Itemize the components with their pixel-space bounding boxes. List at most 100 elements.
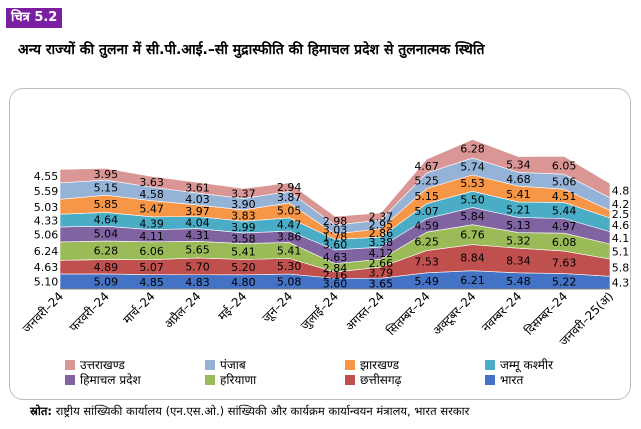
data-label: 5.10 [34,275,59,288]
data-label: 2.98 [323,215,348,228]
data-label: 4.59 [414,219,439,232]
data-label: 2.94 [277,181,302,194]
data-label: 5.06 [552,176,577,189]
legend-swatch [485,375,495,385]
data-label: 4.31 [185,229,210,242]
data-label: 5.21 [506,204,531,217]
legend-item: पंजाब [205,358,247,372]
stacked-area-chart: 5.10 5.09 4.85 4.83 4.80 5.08 3.60 3.65 5.49 6.21… [20,139,630,387]
data-label: 7.63 [552,256,577,269]
data-label: 4.12 [369,247,394,260]
x-tick-label: जनवरी–24 [20,289,66,335]
data-label: 6.24 [34,245,59,258]
legend-label: पंजाब [220,358,247,372]
data-label: 4.11 [139,230,164,243]
data-label: 5.85 [94,198,119,211]
data-label: 4.39 [139,217,164,230]
data-label: 5.84 [460,210,485,223]
data-label: 2.56 [612,208,630,221]
data-label: 5.59 [34,185,59,198]
legend-label: उत्तराखण्ड [80,358,125,372]
data-label: 3.38 [369,236,394,249]
data-label: 5.47 [139,203,164,216]
legend: उत्तराखण्ड पंजाब झारखण्ड जम्मू कश्मीर हिमाचल… [65,358,554,387]
legend-item: हिमाचल प्रदेश [65,373,142,387]
data-label: 5.15 [94,182,119,195]
x-tick-label: फरवरी–24 [67,289,112,334]
legend-item: जम्मू कश्मीर [485,358,554,373]
data-label: 4.47 [277,218,302,231]
data-label: 4.51 [552,190,577,203]
data-label: 4.80 [231,276,256,289]
source-text: राष्ट्रीय सांख्यिकी कार्यालय (एन.एस.ओ.) … [55,404,470,418]
legend-swatch [345,375,355,385]
data-label: 5.03 [34,201,59,214]
data-label: 4.62 [612,219,630,232]
data-label: 5.05 [277,204,302,217]
data-label: 4.97 [552,220,577,233]
figure-label: चित्र 5.2 [6,8,63,28]
data-label: 5.08 [277,276,302,289]
data-label: 4.28 [612,198,630,211]
legend-swatch [65,375,75,385]
legend-swatch [65,360,75,370]
data-label: 3.79 [369,267,394,280]
data-label: 4.85 [612,185,630,198]
data-label: 5.06 [34,228,59,241]
data-label: 5.15 [414,190,439,203]
data-label: 3.60 [323,278,348,291]
legend-label: हिमाचल प्रदेश [80,373,142,387]
data-label: 4.58 [139,188,164,201]
data-label: 5.07 [414,205,439,218]
data-label: 3.60 [323,239,348,252]
legend-item: उत्तराखण्ड [65,358,125,372]
data-label: 5.07 [139,261,164,274]
legend-label: हरियाणा [220,373,257,387]
data-label: 3.37 [231,187,256,200]
data-label: 4.55 [34,170,59,183]
data-label: 5.41 [231,246,256,259]
data-label: 5.30 [277,260,302,273]
legend-item: हरियाणा [205,373,257,387]
data-label: 3.86 [277,231,302,244]
data-label: 1.78 [323,231,348,244]
data-label: 5.41 [277,244,302,257]
data-label: 4.68 [506,173,531,186]
data-label: 2.86 [369,227,394,240]
legend-item: झारखण्ड [345,358,400,372]
data-label: 4.63 [34,261,59,274]
data-label: 3.65 [369,278,394,291]
area-layers [59,139,611,290]
chart-title: अन्य राज्यों की तुलना में सी.पी.आई.–सी म… [18,42,485,58]
data-label: 4.67 [414,160,439,173]
data-label: 5.49 [414,275,439,288]
data-label: 5.74 [460,160,485,173]
data-label: 4.03 [185,193,210,206]
legend-swatch [485,360,495,370]
data-label: 5.70 [185,260,210,273]
data-label: 6.25 [414,235,439,248]
data-label: 5.13 [506,219,531,232]
data-label: 6.06 [139,245,164,258]
data-label: 3.58 [231,232,256,245]
source-label: स्रोत: [30,404,53,418]
data-label: 5.10 [612,246,630,259]
x-tick-label: दिसम्बर–24 [522,289,570,337]
chart-area: 5.10 5.09 4.85 4.83 4.80 5.08 3.60 3.65 5.49 6.21… [9,88,631,400]
x-tick-labels: जनवरी–24 फरवरी–24 मार्च–24 अप्रैल–24 मई–24 जू… [20,289,616,348]
legend-label: छत्तीसगढ़ [360,373,402,387]
area-series [59,139,611,226]
legend-swatch [205,375,215,385]
legend-label: भारत [500,373,524,387]
data-label: 7.53 [414,256,439,269]
data-label: 6.76 [460,229,485,242]
legend-item: भारत [485,373,524,387]
data-label: 6.21 [460,274,485,287]
legend-swatch [205,360,215,370]
data-label: 3.90 [231,198,256,211]
data-label: 3.99 [231,221,256,234]
x-tick-label: अक्टूबर–24 [430,289,479,338]
legend-label: जम्मू कश्मीर [500,358,554,373]
data-label: 4.89 [94,261,119,274]
data-label: 4.63 [323,251,348,264]
